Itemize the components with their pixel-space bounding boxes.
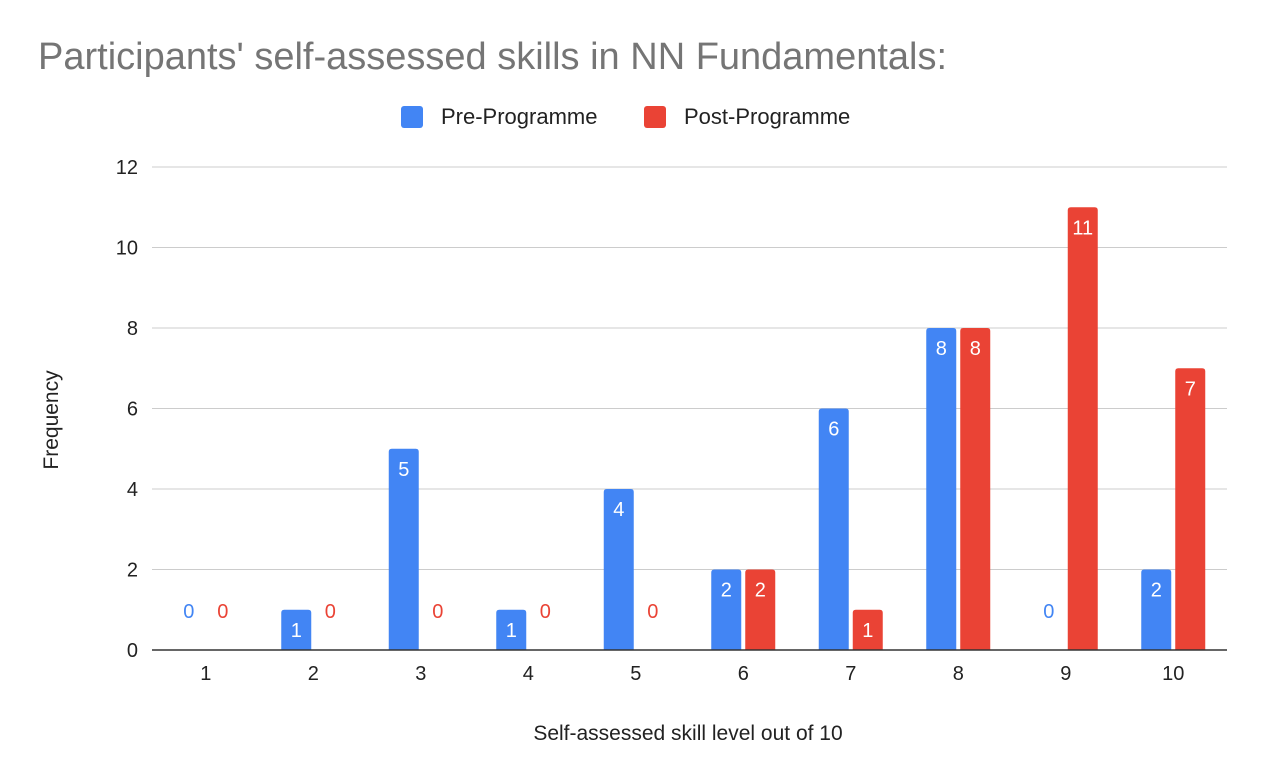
legend-label-pre-programme: Pre-Programme — [441, 104, 598, 129]
data-label-pre-programme-6: 2 — [721, 580, 732, 602]
y-tick-label: 12 — [116, 157, 138, 179]
data-label-pre-programme-8: 8 — [936, 338, 947, 360]
x-tick-label: 7 — [845, 663, 856, 685]
bar-pre-programme-4[interactable] — [496, 609, 527, 650]
x-tick-label: 10 — [1162, 663, 1184, 685]
data-label-post-programme-5: 0 — [647, 601, 658, 623]
y-tick-label: 2 — [127, 560, 138, 582]
y-axis-label: Frequency — [40, 370, 63, 470]
y-tick-label: 8 — [127, 318, 138, 340]
bar-pre-programme-3[interactable] — [388, 448, 419, 650]
bar-pre-programme-8[interactable] — [926, 328, 957, 650]
x-tick-label: 2 — [308, 663, 319, 685]
x-tick-label: 4 — [523, 663, 534, 685]
data-label-post-programme-3: 0 — [432, 601, 443, 623]
data-label-post-programme-9: 11 — [1072, 217, 1093, 239]
y-tick-label: 0 — [127, 640, 138, 662]
x-tick-label: 9 — [1060, 663, 1071, 685]
data-label-pre-programme-7: 6 — [828, 419, 839, 441]
x-tick-label: 6 — [738, 663, 749, 685]
bars — [281, 207, 1206, 651]
bar-post-programme-6[interactable] — [745, 569, 776, 651]
bar-post-programme-7[interactable] — [852, 609, 883, 650]
x-tick-label: 3 — [415, 663, 426, 685]
y-tick-label: 6 — [127, 399, 138, 421]
legend-swatch-pre-programme — [401, 106, 423, 128]
data-label-post-programme-8: 8 — [970, 338, 981, 360]
data-label-post-programme-10: 7 — [1185, 378, 1196, 400]
data-label-pre-programme-9: 0 — [1043, 601, 1054, 623]
bar-pre-programme-2[interactable] — [281, 609, 312, 650]
chart-title: Participants' self-assessed skills in NN… — [38, 36, 948, 78]
legend-label-post-programme: Post-Programme — [684, 104, 851, 129]
data-label-pre-programme-2: 1 — [291, 620, 302, 642]
data-label-post-programme-6: 2 — [755, 580, 766, 602]
legend-swatch-post-programme — [644, 106, 666, 128]
y-tick-label: 4 — [127, 479, 138, 501]
data-label-post-programme-7: 1 — [862, 620, 873, 642]
data-label-pre-programme-4: 1 — [506, 620, 517, 642]
data-labels: 0 1 5 1 4 2 6 8 0 2 0 0 0 0 0 2 1 8 11 7 — [183, 217, 1196, 642]
data-label-pre-programme-10: 2 — [1151, 580, 1162, 602]
bar-post-programme-8[interactable] — [960, 328, 991, 650]
x-tick-label: 8 — [953, 663, 964, 685]
bar-pre-programme-6[interactable] — [711, 569, 742, 651]
bar-pre-programme-5[interactable] — [603, 489, 634, 650]
bar-pre-programme-7[interactable] — [818, 408, 849, 651]
x-tick-label: 5 — [630, 663, 641, 685]
data-label-post-programme-2: 0 — [325, 601, 336, 623]
y-tick-label: 10 — [116, 238, 138, 260]
x-tick-label: 1 — [200, 663, 211, 685]
bar-post-programme-10[interactable] — [1175, 368, 1206, 650]
legend: Pre-Programme Post-Programme — [0, 103, 1266, 131]
legend-item-post-programme[interactable]: Post-Programme — [644, 103, 850, 131]
legend-item-pre-programme[interactable]: Pre-Programme — [401, 103, 597, 131]
data-label-pre-programme-1: 0 — [183, 601, 194, 623]
bar-post-programme-9[interactable] — [1067, 207, 1098, 650]
bar-pre-programme-10[interactable] — [1141, 569, 1172, 651]
data-label-post-programme-4: 0 — [540, 601, 551, 623]
gridlines — [152, 166, 1227, 570]
data-label-post-programme-1: 0 — [217, 601, 228, 623]
data-label-pre-programme-3: 5 — [398, 459, 409, 481]
data-label-pre-programme-5: 4 — [613, 499, 624, 521]
x-axis-label: Self-assessed skill level out of 10 — [533, 722, 842, 745]
